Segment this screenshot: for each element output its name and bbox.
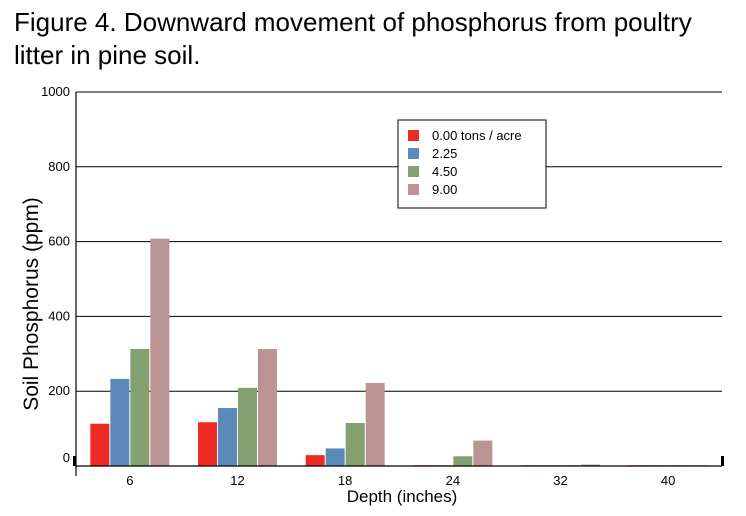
x-tick-label: 32 [553,473,567,488]
legend-label: 9.00 [432,182,457,197]
bar [150,238,170,466]
y-tick-labels: 0 200 400 600 800 1000 [41,84,70,465]
bar [90,423,110,466]
y-tick-label: 800 [48,159,70,174]
bar [110,378,130,466]
x-axis-label: Depth (inches) [347,487,458,506]
legend-label: 2.25 [432,146,457,161]
y-tick-label: 0 [63,450,70,465]
bar [365,382,385,466]
x-tick-labels: 6 12 18 24 32 40 [126,473,675,488]
x-tick-label: 12 [230,473,244,488]
legend-swatch [408,184,419,195]
gridlines [76,91,722,392]
legend-swatch [408,166,419,177]
bar [325,448,345,466]
bar [453,456,473,466]
x-tick-label: 24 [446,473,460,488]
bar [345,422,365,466]
legend-swatch [408,148,419,159]
axes [73,92,724,476]
y-tick-label: 400 [48,308,70,323]
legend-swatch [408,130,419,141]
axis-end-cap [73,456,76,466]
bars [90,238,708,466]
y-tick-label: 200 [48,383,70,398]
bar [581,464,600,466]
bar [305,455,325,466]
bar [130,348,150,466]
x-tick-label: 6 [126,473,133,488]
bar [198,422,217,466]
bar [258,348,277,466]
bar [473,440,493,466]
bar [238,387,257,466]
y-tick-label: 600 [48,234,70,249]
y-axis-label: Soil Phosphorus (ppm) [20,197,43,411]
x-tick-label: 18 [338,473,352,488]
bar [218,408,237,466]
chart-title: Figure 4. Downward movement of phosphoru… [14,7,692,70]
legend-label: 4.50 [432,164,457,179]
legend-box [397,119,547,209]
legend-label: 0.00 tons / acre [432,128,522,143]
legend: 0.00 tons / acre 2.25 4.50 9.00 [397,119,547,209]
x-tick-label: 40 [661,473,675,488]
y-tick-label: 1000 [41,84,70,99]
axis-end-cap [721,456,724,466]
